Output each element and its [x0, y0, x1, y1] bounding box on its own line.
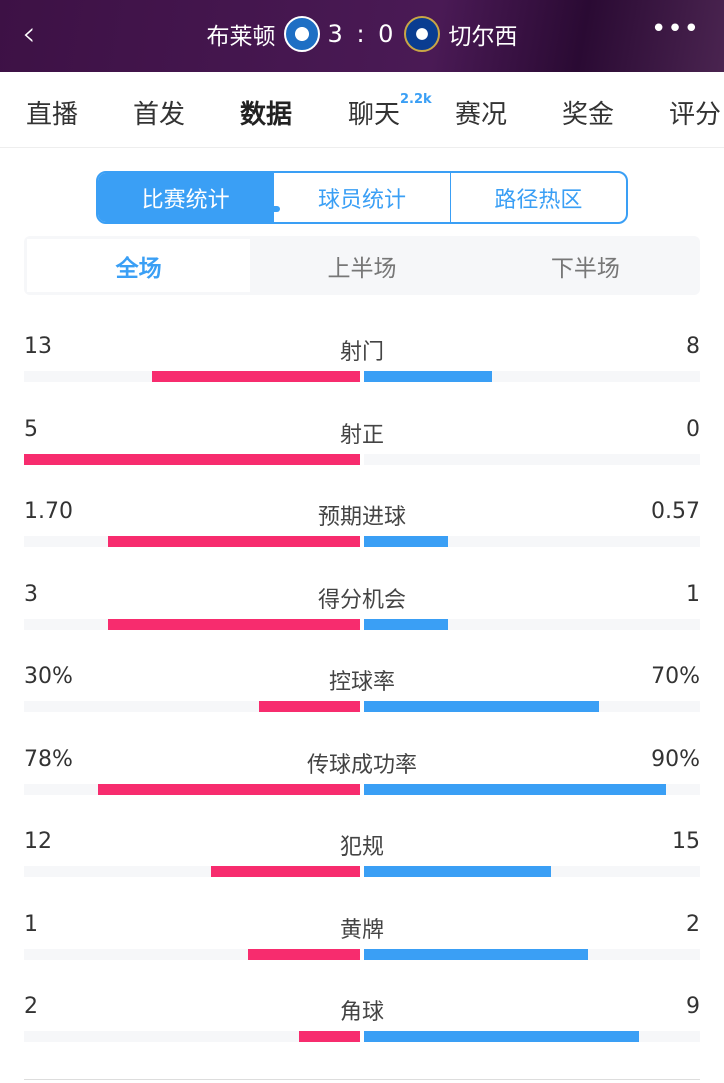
chat-count-badge: 2.2k — [400, 92, 432, 108]
stat-label: 传球成功率 — [306, 752, 417, 778]
home-value: 30% — [24, 664, 73, 689]
home-value: 12 — [24, 829, 52, 854]
home-bar — [298, 1031, 360, 1042]
away-value: 70% — [651, 664, 700, 689]
stat-label: 射正 — [339, 422, 384, 448]
away-bar — [364, 866, 551, 877]
stat-label: 角球 — [339, 1000, 384, 1025]
stat-row: 5 射正 0 — [24, 417, 700, 477]
home-bar-track — [24, 866, 360, 877]
tab-live[interactable]: 直播 — [26, 100, 79, 130]
home-bar — [97, 783, 360, 795]
home-bar — [24, 453, 360, 465]
stat-label: 预期进球 — [317, 505, 406, 530]
away-bar-track — [364, 866, 700, 877]
tab-data[interactable]: 数据 — [240, 100, 293, 130]
period-switch: 全场 上半场 下半场 — [24, 236, 700, 295]
stat-row: 78% 传球成功率 90% — [24, 747, 700, 807]
period-second-half[interactable]: 下半场 — [550, 255, 620, 282]
segment-heatmap[interactable]: 路径热区 — [494, 187, 583, 213]
home-bar — [259, 701, 360, 712]
away-value: 90% — [651, 746, 700, 772]
away-bar — [364, 371, 493, 382]
chelsea-logo-icon — [404, 16, 441, 52]
away-value: 9 — [686, 994, 700, 1019]
stat-row: 3 得分机会 1 — [24, 582, 700, 642]
main-tabs: 直播 首发 数据 聊天2.2k 赛况 奖金 评分 — [0, 72, 724, 212]
away-team-name: 切尔西 — [448, 24, 518, 50]
away-bar — [364, 701, 600, 712]
stat-label: 得分机会 — [317, 587, 406, 613]
period-first-half[interactable]: 上半场 — [327, 255, 397, 282]
tab-events[interactable]: 赛况 — [455, 100, 508, 130]
more-dots-icon[interactable]: ••• — [650, 14, 700, 44]
away-bar-track — [364, 948, 700, 960]
away-bar — [364, 618, 448, 630]
tab-chat-label: 聊天 — [348, 100, 401, 130]
stat-label: 控球率 — [328, 670, 395, 695]
home-bar — [108, 618, 360, 630]
away-value: 8 — [686, 334, 700, 359]
away-bar-track — [364, 453, 700, 465]
home-value: 78% — [24, 746, 73, 772]
home-bar-track — [24, 1031, 360, 1042]
divider — [24, 1079, 700, 1080]
home-team-name: 布莱顿 — [206, 24, 276, 50]
period-full[interactable]: 全场 — [27, 239, 251, 292]
stat-row: 1.70 预期进球 0.57 — [24, 499, 700, 559]
segment-match-stats[interactable]: 比赛统计 — [98, 173, 275, 222]
segment-player-stats[interactable]: 球员统计 — [274, 173, 451, 222]
home-bar-track — [24, 371, 360, 382]
tab-lineup[interactable]: 首发 — [133, 100, 186, 130]
tab-rating[interactable]: 评分 — [669, 100, 722, 130]
away-bar-track — [364, 1031, 700, 1042]
home-bar — [248, 948, 360, 960]
match-header: ‹ 布莱顿 3 : 0 切尔西 ••• — [0, 0, 724, 72]
home-value: 2 — [24, 994, 38, 1019]
away-value: 0.57 — [651, 499, 700, 524]
stat-label: 犯规 — [339, 835, 384, 860]
score: 3 : 0 — [327, 20, 397, 48]
home-bar-track — [24, 783, 360, 795]
home-bar-track — [24, 536, 360, 547]
away-bar-track — [364, 701, 700, 712]
home-value: 1.70 — [24, 499, 73, 524]
home-value: 1 — [24, 911, 38, 937]
away-value: 1 — [686, 581, 700, 607]
away-bar-track — [364, 371, 700, 382]
stat-row: 1 黄牌 2 — [24, 912, 700, 972]
home-value: 5 — [24, 416, 38, 442]
stat-row: 12 犯规 15 — [24, 829, 700, 889]
away-value: 2 — [686, 911, 700, 937]
home-bar — [108, 536, 360, 547]
away-value: 0 — [686, 416, 700, 442]
home-value: 3 — [24, 581, 38, 607]
stat-label: 黄牌 — [339, 917, 384, 943]
away-bar — [364, 783, 667, 795]
home-bar-track — [24, 948, 360, 960]
away-bar-track — [364, 783, 700, 795]
away-bar — [364, 948, 589, 960]
away-bar-track — [364, 618, 700, 630]
match-title: 布莱顿 3 : 0 切尔西 — [0, 16, 724, 52]
stat-label: 射门 — [339, 340, 384, 365]
home-bar-track — [24, 453, 360, 465]
stat-row: 2 角球 9 — [24, 994, 700, 1054]
away-bar-track — [364, 536, 700, 547]
home-bar-track — [24, 701, 360, 712]
stat-row: 13 射门 8 — [24, 334, 700, 394]
away-value: 15 — [672, 829, 700, 854]
chevron-left-icon[interactable]: ‹ — [22, 14, 36, 54]
home-bar — [210, 866, 360, 877]
home-bar-track — [24, 618, 360, 630]
tab-chat[interactable]: 聊天2.2k — [348, 92, 432, 131]
away-bar — [364, 536, 449, 547]
away-bar — [364, 1031, 639, 1042]
home-bar — [152, 371, 360, 382]
brighton-logo-icon — [283, 16, 320, 52]
home-value: 13 — [24, 334, 52, 359]
stat-row: 30% 控球率 70% — [24, 664, 700, 724]
stats-type-switch: 比赛统计 球员统计 路径热区 — [96, 171, 628, 224]
tab-prize[interactable]: 奖金 — [562, 100, 615, 130]
